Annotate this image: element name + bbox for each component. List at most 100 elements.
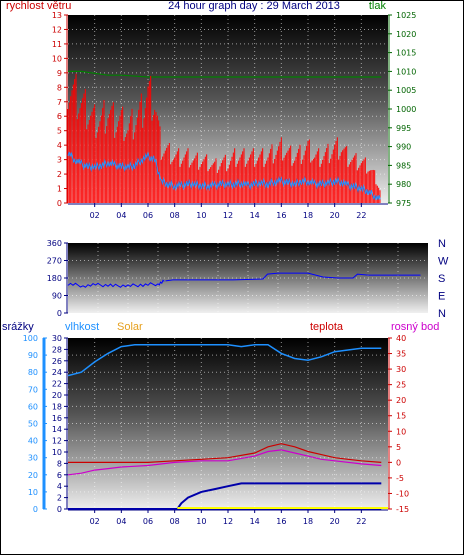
pressure-y-tick-label: 1000 (396, 105, 416, 114)
humidity-y-tick-label: 26 (52, 357, 62, 366)
pressure-y-tick-label: 1020 (396, 30, 416, 39)
compass-label: S (438, 273, 445, 285)
humidity-y-tick-label: 0 (57, 505, 62, 514)
wind-x-tick-label: 04 (116, 211, 126, 220)
climate-x-tick-label: 06 (143, 517, 153, 526)
humidity-y-tick-label: 10 (52, 448, 62, 457)
climate-x-tick-label: 16 (276, 517, 286, 526)
climate-x-tick-label: 08 (170, 517, 180, 526)
temperature-y-tick-label: 35 (396, 350, 406, 359)
wind-y-tick-label: 11 (52, 40, 62, 49)
wind-direction-line-early (67, 279, 165, 288)
wind-x-tick-label: 18 (303, 211, 313, 220)
compass-label: W (438, 256, 449, 268)
wind-y-tick-label: 9 (57, 69, 62, 78)
pressure-y-tick-label: 1010 (396, 67, 416, 76)
wind-x-tick-label: 16 (276, 211, 286, 220)
humidity-line (67, 344, 382, 377)
pressure-y-tick-label: 985 (396, 161, 411, 170)
compass-label: E (438, 291, 445, 303)
direction-y-tick-label: 180 (47, 274, 62, 283)
pressure-y-tick-label: 995 (396, 124, 411, 133)
humidity-y-tick-label: 8 (57, 459, 62, 468)
temperature-y-tick-label: 15 (396, 412, 406, 421)
wind-y-tick-label: 12 (52, 25, 62, 34)
wind-y-tick-label: 8 (57, 83, 62, 92)
dewpoint-label: rosný bod (391, 321, 439, 333)
climate-x-tick-label: 18 (303, 517, 313, 526)
wind-y-tick-label: 0 (57, 199, 62, 208)
wind-x-tick-label: 14 (250, 211, 260, 220)
humidity-y-tick-label: 16 (52, 414, 62, 423)
temperature-label: teplota (310, 321, 344, 333)
rain-y-tick-label: 100 (23, 334, 38, 343)
rain-y-tick-label: 20 (28, 471, 38, 480)
temperature-y-tick-label: -5 (396, 474, 404, 483)
humidity-y-tick-label: 30 (52, 334, 62, 343)
wind-y-tick-label: 3 (57, 156, 62, 165)
humidity-y-tick-label: 18 (52, 402, 62, 411)
rain-y-tick-label: 30 (28, 454, 38, 463)
climate-x-tick-label: 20 (330, 517, 340, 526)
wind-x-tick-label: 06 (143, 211, 153, 220)
wind-x-tick-label: 02 (90, 211, 100, 220)
wind-average-line (67, 151, 381, 201)
pressure-y-tick-label: 975 (396, 199, 411, 208)
pressure-y-tick-label: 1015 (396, 49, 416, 58)
temperature-y-tick-label: 20 (396, 396, 406, 405)
temperature-y-tick-label: 5 (396, 443, 401, 452)
wind-y-tick-label: 1 (57, 185, 62, 194)
humidity-y-tick-label: 2 (57, 494, 62, 503)
temperature-line (68, 443, 382, 463)
temperature-y-tick-label: -10 (396, 489, 409, 498)
wind-y-tick-label: 10 (52, 54, 62, 63)
direction-y-tick-label: 0 (57, 309, 62, 318)
temperature-y-tick-label: -15 (396, 505, 409, 514)
wind-y-tick-label: 5 (57, 127, 62, 136)
humidity-y-tick-label: 24 (52, 368, 62, 377)
climate-x-tick-label: 12 (223, 517, 233, 526)
rain-label: srážky (2, 321, 34, 333)
wind-speed-label: rychlost větru (6, 0, 71, 12)
wind-y-tick-label: 2 (57, 170, 62, 179)
solar-label: Solar (117, 321, 143, 333)
temperature-y-tick-label: 30 (396, 365, 406, 374)
rain-y-tick-label: 50 (28, 420, 38, 429)
pressure-y-tick-label: 1025 (396, 11, 416, 20)
humidity-y-tick-label: 22 (52, 380, 62, 389)
wind-x-tick-label: 20 (330, 211, 340, 220)
wind-y-tick-label: 7 (57, 98, 62, 107)
direction-y-tick-label: 270 (47, 257, 62, 266)
pressure-y-tick-label: 980 (396, 180, 411, 189)
direction-y-tick-label: 90 (52, 292, 62, 301)
temperature-y-tick-label: 25 (396, 381, 406, 390)
climate-x-tick-label: 10 (196, 517, 206, 526)
humidity-y-tick-label: 6 (57, 471, 62, 480)
wind-y-tick-label: 6 (57, 112, 62, 121)
humidity-y-tick-label: 4 (57, 482, 62, 491)
temperature-y-tick-label: 0 (396, 458, 401, 467)
wind-direction-line (165, 272, 421, 282)
pressure-y-tick-label: 1005 (396, 86, 416, 95)
humidity-y-tick-label: 20 (52, 391, 62, 400)
rain-y-tick-label: 90 (28, 351, 38, 360)
climate-x-tick-label: 14 (250, 517, 260, 526)
wind-x-tick-label: 22 (356, 211, 366, 220)
humidity-y-tick-label: 14 (52, 425, 62, 434)
rain-y-tick-label: 80 (28, 368, 38, 377)
rain-y-tick-label: 70 (28, 385, 38, 394)
rain-y-tick-label: 40 (28, 437, 38, 446)
graph-title: 24 hour graph day : 29 March 2013 (168, 0, 340, 12)
wind-y-tick-label: 13 (52, 11, 62, 20)
climate-x-tick-label: 22 (356, 517, 366, 526)
pressure-y-tick-label: 990 (396, 143, 411, 152)
rain-y-tick-label: 0 (33, 505, 38, 514)
wind-x-tick-label: 10 (196, 211, 206, 220)
climate-x-tick-label: 04 (116, 517, 126, 526)
wind-y-tick-label: 4 (57, 141, 62, 150)
dewpoint-line (67, 449, 382, 476)
wind-x-tick-label: 12 (223, 211, 233, 220)
rain-y-tick-label: 10 (28, 488, 38, 497)
temperature-y-tick-label: 40 (396, 334, 406, 343)
